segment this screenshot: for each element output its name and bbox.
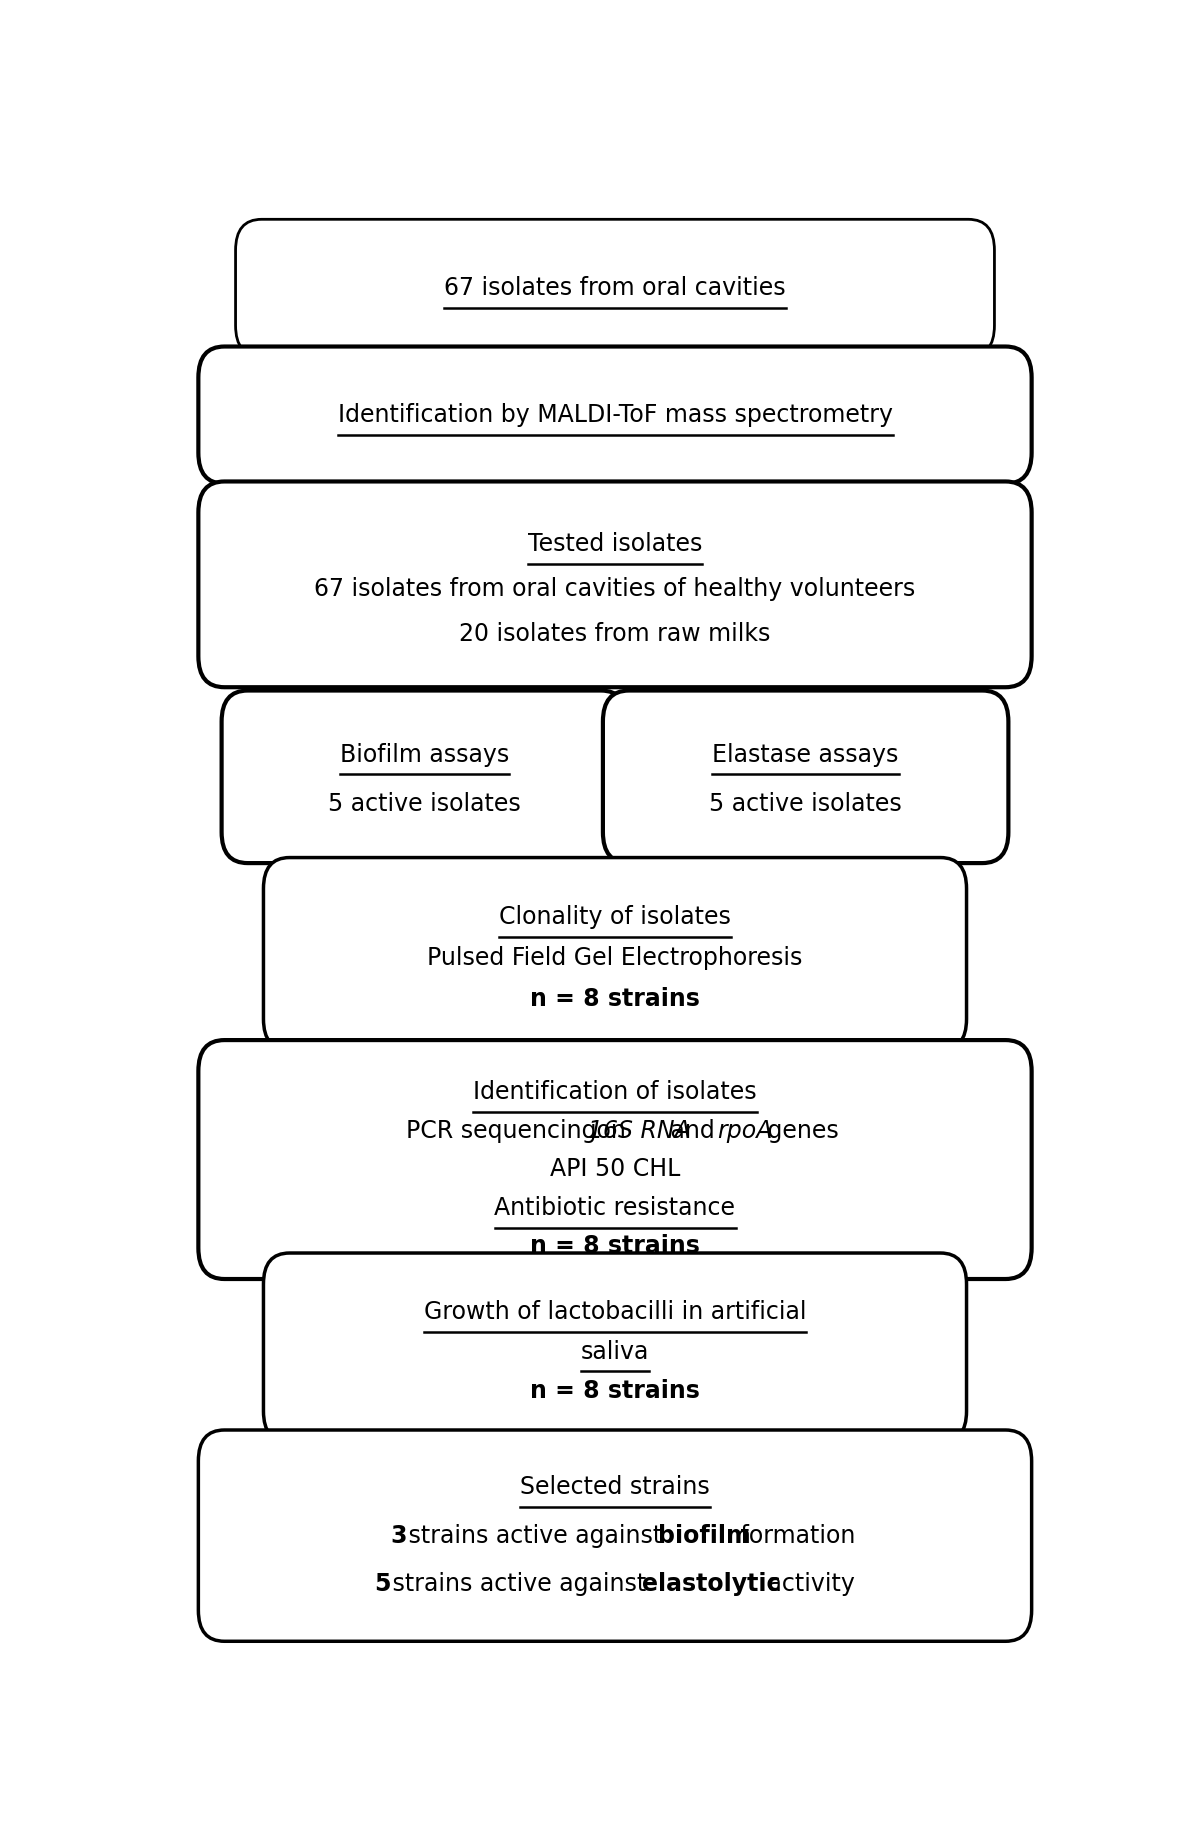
- Text: genes: genes: [760, 1119, 839, 1143]
- Text: Selected strains: Selected strains: [520, 1475, 710, 1499]
- FancyBboxPatch shape: [264, 858, 966, 1050]
- Text: biofilm: biofilm: [658, 1523, 750, 1547]
- Text: rpoA: rpoA: [716, 1119, 772, 1143]
- Text: activity: activity: [760, 1573, 854, 1597]
- Text: API 50 CHL: API 50 CHL: [550, 1157, 680, 1181]
- Text: Elastase assays: Elastase assays: [713, 742, 899, 766]
- Text: formation: formation: [733, 1523, 856, 1547]
- Text: Identification by MALDI-ToF mass spectrometry: Identification by MALDI-ToF mass spectro…: [337, 402, 893, 426]
- Text: strains active against: strains active against: [385, 1573, 654, 1597]
- Text: 5 active isolates: 5 active isolates: [709, 792, 902, 816]
- Text: elastolytic: elastolytic: [642, 1573, 780, 1597]
- Text: Growth of lactobacilli in artificial: Growth of lactobacilli in artificial: [424, 1300, 806, 1324]
- Text: Clonality of isolates: Clonality of isolates: [499, 905, 731, 929]
- Text: 5 active isolates: 5 active isolates: [328, 792, 521, 816]
- Text: 3: 3: [390, 1523, 407, 1547]
- Text: and: and: [664, 1119, 722, 1143]
- FancyBboxPatch shape: [198, 1431, 1032, 1641]
- Text: strains active against: strains active against: [401, 1523, 670, 1547]
- Text: Identification of isolates: Identification of isolates: [473, 1080, 757, 1104]
- FancyBboxPatch shape: [602, 690, 1008, 864]
- Text: Biofilm assays: Biofilm assays: [340, 742, 509, 766]
- FancyBboxPatch shape: [222, 690, 628, 864]
- Text: Antibiotic resistance: Antibiotic resistance: [494, 1196, 736, 1220]
- Text: Pulsed Field Gel Electrophoresis: Pulsed Field Gel Electrophoresis: [427, 945, 803, 969]
- Text: n = 8 strains: n = 8 strains: [530, 1235, 700, 1259]
- Text: Tested isolates: Tested isolates: [528, 532, 702, 556]
- Text: 67 isolates from oral cavities: 67 isolates from oral cavities: [444, 275, 786, 299]
- FancyBboxPatch shape: [235, 220, 995, 356]
- FancyBboxPatch shape: [198, 482, 1032, 687]
- Text: PCR sequencingon: PCR sequencingon: [407, 1119, 634, 1143]
- FancyBboxPatch shape: [198, 347, 1032, 484]
- FancyBboxPatch shape: [264, 1253, 966, 1442]
- Text: 67 isolates from oral cavities of healthy volunteers: 67 isolates from oral cavities of health…: [314, 576, 916, 600]
- Text: n = 8 strains: n = 8 strains: [530, 1379, 700, 1403]
- Text: 5: 5: [374, 1573, 391, 1597]
- Text: 20 isolates from raw milks: 20 isolates from raw milks: [460, 622, 770, 646]
- FancyBboxPatch shape: [198, 1039, 1032, 1279]
- Text: n = 8 strains: n = 8 strains: [530, 986, 700, 1010]
- Text: 16S RNA: 16S RNA: [588, 1119, 691, 1143]
- Text: saliva: saliva: [581, 1340, 649, 1364]
